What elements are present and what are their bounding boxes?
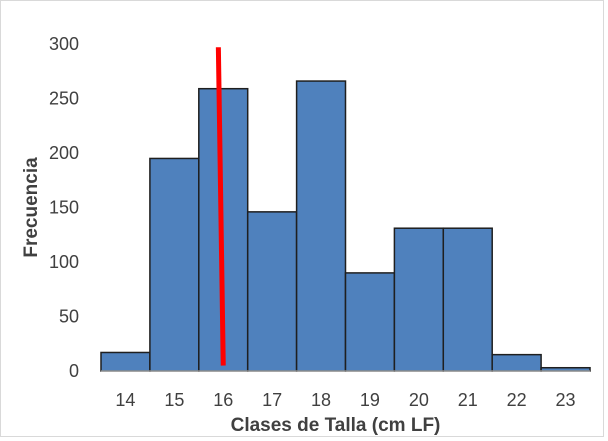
bar-15 bbox=[149, 157, 200, 372]
x-axis-title: Clases de Talla (cm LF) bbox=[231, 415, 441, 436]
x-tick-label: 23 bbox=[556, 390, 576, 410]
x-tick-label: 18 bbox=[311, 390, 331, 410]
x-tick-label: 21 bbox=[458, 390, 478, 410]
bar-21 bbox=[442, 227, 493, 372]
bar-19 bbox=[344, 272, 396, 372]
y-tick-label: 100 bbox=[49, 252, 79, 272]
bar-22 bbox=[491, 353, 542, 372]
y-axis-title: Frecuencia bbox=[21, 157, 42, 258]
reference-line bbox=[215, 47, 226, 366]
x-tick-label: 22 bbox=[507, 390, 527, 410]
bar-14 bbox=[100, 351, 151, 372]
bar-18 bbox=[295, 80, 347, 372]
x-tick-label: 14 bbox=[115, 390, 135, 410]
x-tick-label: 16 bbox=[213, 390, 233, 410]
bar-20 bbox=[393, 227, 445, 372]
x-tick-label: 15 bbox=[164, 390, 184, 410]
y-tick-label: 250 bbox=[49, 89, 79, 109]
y-tick-label: 50 bbox=[59, 307, 79, 327]
bars-group bbox=[100, 80, 591, 372]
y-tick-label: 150 bbox=[49, 198, 79, 218]
bar-17 bbox=[246, 211, 298, 372]
x-tick-label: 17 bbox=[262, 390, 282, 410]
y-tick-label: 300 bbox=[49, 34, 79, 54]
y-axis: 0 50 100 150 200 250 300 bbox=[49, 34, 79, 381]
x-tick-label: 19 bbox=[360, 390, 380, 410]
y-tick-label: 200 bbox=[49, 143, 79, 163]
x-tick-label: 20 bbox=[409, 390, 429, 410]
x-axis: 14 15 16 17 18 19 20 21 22 23 bbox=[115, 390, 575, 410]
y-tick-label: 0 bbox=[69, 361, 79, 381]
